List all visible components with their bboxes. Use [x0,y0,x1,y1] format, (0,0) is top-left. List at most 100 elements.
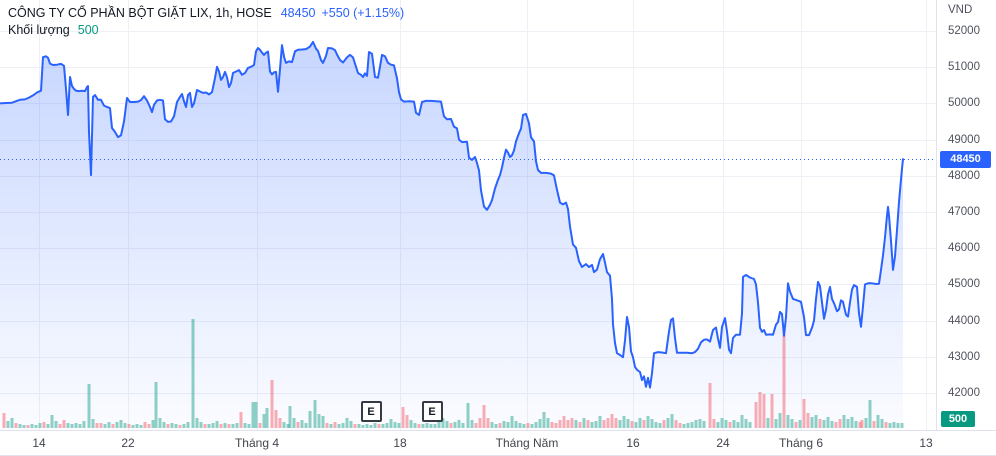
time-axis-label: 13 [919,436,933,450]
price-axis[interactable]: VND 48450 500 52000 51000 50000 49000 48000 4… [936,0,996,430]
event-marker-icon[interactable]: E [421,401,443,422]
volume-bar [127,424,131,428]
volume-bar [606,418,610,428]
volume-bar [662,420,666,428]
time-axis-label: 22 [121,436,135,450]
volume-bar [590,422,594,428]
event-marker-icon[interactable]: E [360,401,382,422]
volume-bar [151,420,155,428]
volume-bar [678,423,682,428]
volume-bar [365,424,369,428]
volume-bar [453,422,457,428]
volume-bar [538,419,542,428]
volume-bar [758,392,762,428]
volume-bar [227,424,231,428]
volume-bar [131,425,135,428]
volume-bar [409,420,413,428]
volume-bar [900,423,904,428]
volume-bar [610,414,614,428]
volume-bar [864,418,868,428]
volume-bar [247,424,251,428]
volume-bar [78,424,82,428]
volume-bar [830,421,834,428]
volume-bar [858,422,862,428]
volume-bar [54,421,58,428]
volume-bar [814,415,818,428]
volume-bar [766,418,770,428]
volume-bar [838,419,842,428]
volume-bar [258,423,262,428]
volume-bar [498,423,502,428]
current-price-tag: 48450 [940,151,991,168]
volume-bar [794,422,798,428]
volume-bar [626,419,630,428]
volume-bar [82,421,86,428]
volume-bar [337,424,341,428]
volume-bar [22,425,26,428]
volume-bar [401,407,405,428]
volume-bar [91,419,95,428]
symbol-title[interactable]: CÔNG TY CỔ PHẦN BỘT GIẶT LIX, 1h, HOSE [8,6,272,20]
volume-bar [325,423,329,428]
volume-bar [518,423,522,428]
volume-bar [119,420,123,428]
volume-bar [490,422,494,428]
volume-bar [724,420,728,428]
volume-bar [58,424,62,428]
volume-bar [834,422,838,428]
volume-bar [630,421,634,428]
volume-bar [251,402,255,428]
price-line [0,40,904,389]
volume-bar [650,419,654,428]
volume-bar [215,421,219,428]
volume-bar [876,415,880,428]
volume-bar [818,419,822,428]
volume-bar [736,422,740,428]
indicator-value: 500 [77,23,99,37]
symbol-row: CÔNG TY CỔ PHẦN BỘT GIẶT LIX, 1h, HOSE 48… [8,5,404,22]
volume-bar [690,422,694,428]
time-axis[interactable]: 14 22 Tháng 4 18 Tháng Năm 16 24 Tháng 6 13 [0,430,996,456]
volume-bar [666,418,670,428]
price-axis-label: 51000 [948,61,980,74]
volume-bar [658,423,662,428]
volume-bar [654,422,658,428]
volume-bar [123,423,127,428]
volume-bar [502,421,506,428]
volume-bar [892,422,896,428]
indicator-label[interactable]: Khối lượng [8,23,70,37]
volume-bar [466,403,470,428]
volume-bar [850,417,854,428]
volume-bar [698,419,702,428]
volume-bar [732,420,736,428]
volume-bar [231,424,235,428]
volume-bar [139,425,143,428]
volume-bar [38,423,42,428]
volume-bar [87,384,91,428]
volume-bar [872,421,876,428]
volume-bar [888,423,892,428]
volume-bar [6,421,10,428]
volume-bar [296,422,300,428]
volume-bar [702,421,706,428]
volume-bar [265,408,269,428]
volume-bar [62,420,66,428]
volume-bar [510,416,514,428]
volume-bar [50,415,54,428]
volume-bar [574,420,578,428]
volume-bar [345,418,349,428]
volume-bar [417,424,421,428]
volume-bar [425,423,429,428]
volume-bar [594,421,598,428]
volume-bar [546,418,550,428]
volume-bar [526,423,530,428]
volume-bar [846,419,850,428]
volume-bar [598,416,602,428]
volume-bar [34,425,38,428]
volume-bar [798,420,802,428]
volume-bar [373,423,377,428]
volume-bar [712,419,716,428]
indicator-row: Khối lượng 500 [8,22,404,39]
volume-bar [494,424,498,428]
